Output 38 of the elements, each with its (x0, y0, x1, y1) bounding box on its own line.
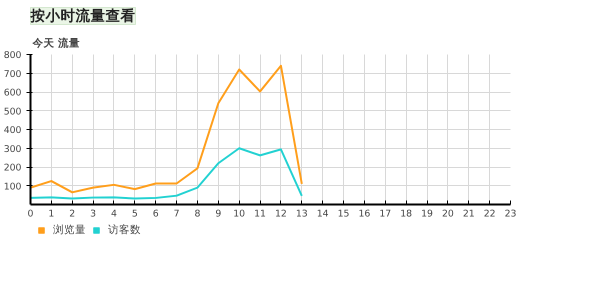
y-tick-label: 300 (4, 144, 22, 155)
x-tick-label: 1 (48, 208, 54, 220)
x-tick-label: 10 (233, 208, 246, 220)
x-tick-label: 6 (152, 208, 159, 220)
x-tick-label: 14 (316, 208, 329, 220)
x-tick-label: 11 (254, 208, 266, 220)
x-tick-label: 5 (132, 208, 138, 220)
line-series (30, 147, 303, 200)
x-tick-label: 8 (194, 208, 200, 220)
x-tick-label: 16 (358, 208, 370, 220)
x-tick-label: 20 (442, 208, 454, 220)
x-tick-label: 17 (379, 208, 392, 220)
x-tick-label: 13 (296, 208, 308, 220)
line-series (30, 64, 303, 194)
legend-label: 浏览量 (53, 223, 86, 237)
y-tick-label: 500 (4, 106, 22, 118)
chart-subtitle: 今天 流量 (32, 36, 80, 50)
x-tick-label: 9 (215, 208, 222, 220)
x-tick-label: 23 (504, 208, 516, 220)
y-tick-label: 700 (4, 68, 22, 80)
legend-label: 访客数 (108, 223, 141, 237)
x-tick-label: 19 (421, 208, 434, 220)
y-tick-label: 400 (4, 125, 22, 136)
x-tick-label: 21 (462, 208, 475, 220)
x-tick-label: 7 (174, 208, 180, 220)
x-tick-label: 15 (338, 208, 350, 220)
y-tick-label: 200 (4, 162, 22, 174)
y-tick-label: 600 (4, 88, 22, 98)
chart-title: 按小时流量查看 (30, 6, 136, 24)
x-tick-label: 3 (90, 208, 96, 220)
x-tick-label: 18 (400, 208, 412, 220)
y-tick-label: 800 (4, 50, 22, 61)
x-tick-label: 2 (69, 208, 76, 220)
y-tick-label: 100 (4, 181, 22, 192)
x-tick-label: 22 (484, 208, 496, 220)
x-tick-label: 4 (111, 208, 118, 220)
x-tick-label: 12 (275, 208, 287, 220)
x-tick-label: 0 (28, 208, 34, 220)
